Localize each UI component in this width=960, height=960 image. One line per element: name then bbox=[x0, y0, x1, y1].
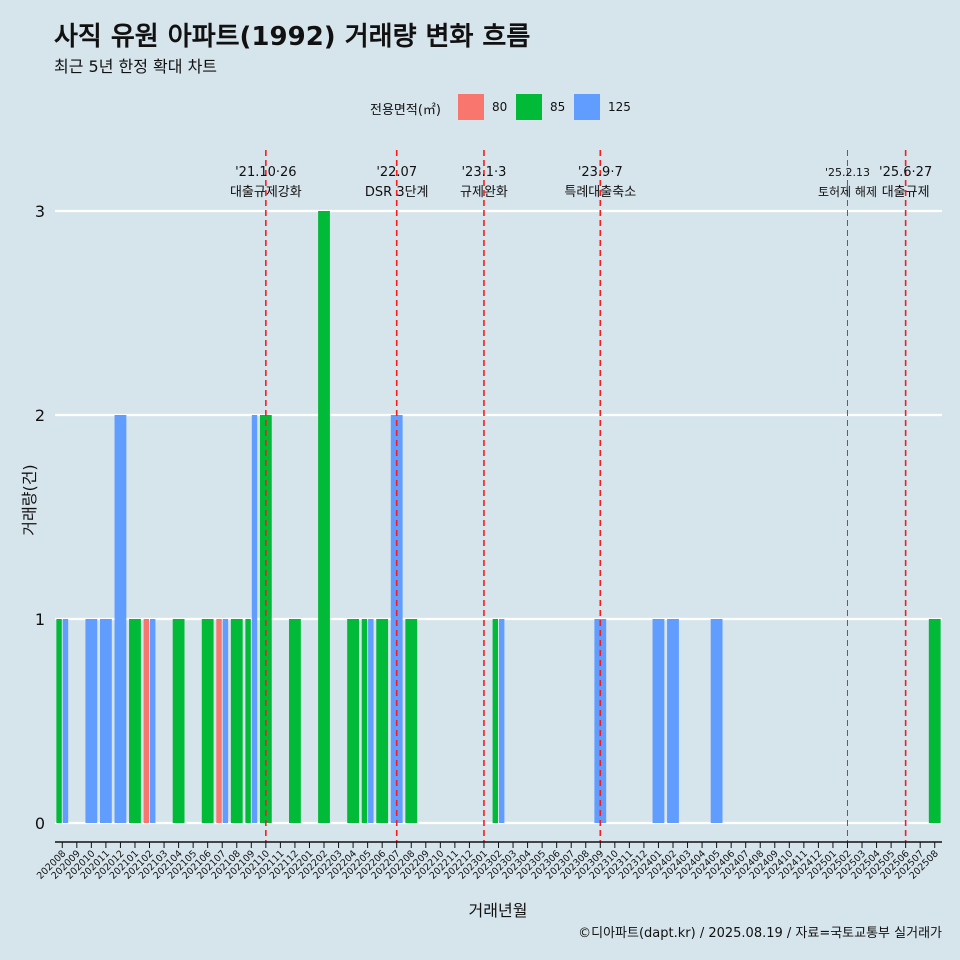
bar-125-202011 bbox=[99, 619, 112, 823]
bar-85-202108 bbox=[230, 619, 243, 823]
bar-125-202302 bbox=[499, 619, 505, 823]
bar-125-202012 bbox=[114, 415, 127, 823]
bar-85-202110 bbox=[259, 415, 272, 823]
bar-125-202207 bbox=[390, 415, 403, 823]
bar-125-202109 bbox=[251, 415, 258, 823]
bar-85-202104 bbox=[172, 619, 185, 823]
event-label: 대출규제 bbox=[882, 185, 930, 200]
y-axis-title: 거래량(건) bbox=[20, 464, 39, 536]
event-date: '25.6·27 bbox=[879, 165, 932, 180]
y-tick-label: 1 bbox=[35, 610, 45, 629]
bar-85-202205 bbox=[361, 619, 368, 823]
bar-85-202508 bbox=[928, 619, 941, 823]
bar-85-202008 bbox=[56, 619, 62, 823]
bar-125-202401 bbox=[652, 619, 665, 823]
bar-125-202102 bbox=[150, 619, 156, 823]
bar-85-202302 bbox=[492, 619, 498, 823]
bar-85-202101 bbox=[129, 619, 141, 823]
event-label: 규제완화 bbox=[460, 185, 508, 200]
bar-125-202008 bbox=[62, 619, 69, 823]
legend-swatch-80 bbox=[458, 94, 484, 120]
event-label: DSR 3단계 bbox=[365, 185, 429, 200]
bar-85-202112 bbox=[289, 619, 301, 823]
chart-title: 사직 유원 아파트(1992) 거래량 변화 흐름 bbox=[54, 22, 531, 52]
legend-label-85: 85 bbox=[550, 100, 566, 114]
event-date: '23.1·3 bbox=[461, 165, 506, 180]
event-date: '22.07 bbox=[376, 165, 417, 180]
legend-title: 전용면적(㎡) bbox=[370, 103, 441, 118]
legend-label-80: 80 bbox=[492, 100, 508, 114]
event-date: '21.10·26 bbox=[235, 165, 296, 180]
chart-subtitle: 최근 5년 한정 확대 차트 bbox=[54, 57, 218, 76]
bar-125-202010 bbox=[85, 619, 98, 823]
bar-125-202107 bbox=[222, 619, 229, 823]
event-label: 대출규제강화 bbox=[230, 185, 302, 200]
bar-125-202402 bbox=[667, 619, 679, 823]
x-axis-title: 거래년월 bbox=[468, 901, 528, 920]
legend: 전용면적(㎡) 80 85 125 bbox=[0, 92, 960, 122]
legend-label-125: 125 bbox=[608, 100, 631, 114]
bar-85-202106 bbox=[201, 619, 214, 823]
bar-125-202205 bbox=[368, 619, 374, 823]
bar-85-202202 bbox=[318, 211, 330, 823]
bar-125-202405 bbox=[710, 619, 723, 823]
bar-80-202102 bbox=[143, 619, 150, 823]
event-label: 토허제 해제 bbox=[818, 185, 877, 199]
bar-80-202107 bbox=[216, 619, 222, 823]
legend-swatch-85 bbox=[516, 94, 542, 120]
y-tick-label: 0 bbox=[35, 814, 45, 833]
bar-85-202204 bbox=[347, 619, 359, 823]
event-date: '25.2.13 bbox=[825, 166, 870, 179]
bar-85-202109 bbox=[245, 619, 251, 823]
y-tick-label: 3 bbox=[35, 202, 45, 221]
bar-85-202208 bbox=[405, 619, 418, 823]
y-tick-label: 2 bbox=[35, 406, 45, 425]
event-date: '23.9·7 bbox=[578, 165, 623, 180]
event-label: 특례대출축소 bbox=[564, 185, 636, 200]
legend-swatch-125 bbox=[574, 94, 600, 120]
bar-85-202206 bbox=[376, 619, 389, 823]
caption: ©디아파트(dapt.kr) / 2025.08.19 / 자료=국토교통부 실… bbox=[578, 926, 942, 941]
